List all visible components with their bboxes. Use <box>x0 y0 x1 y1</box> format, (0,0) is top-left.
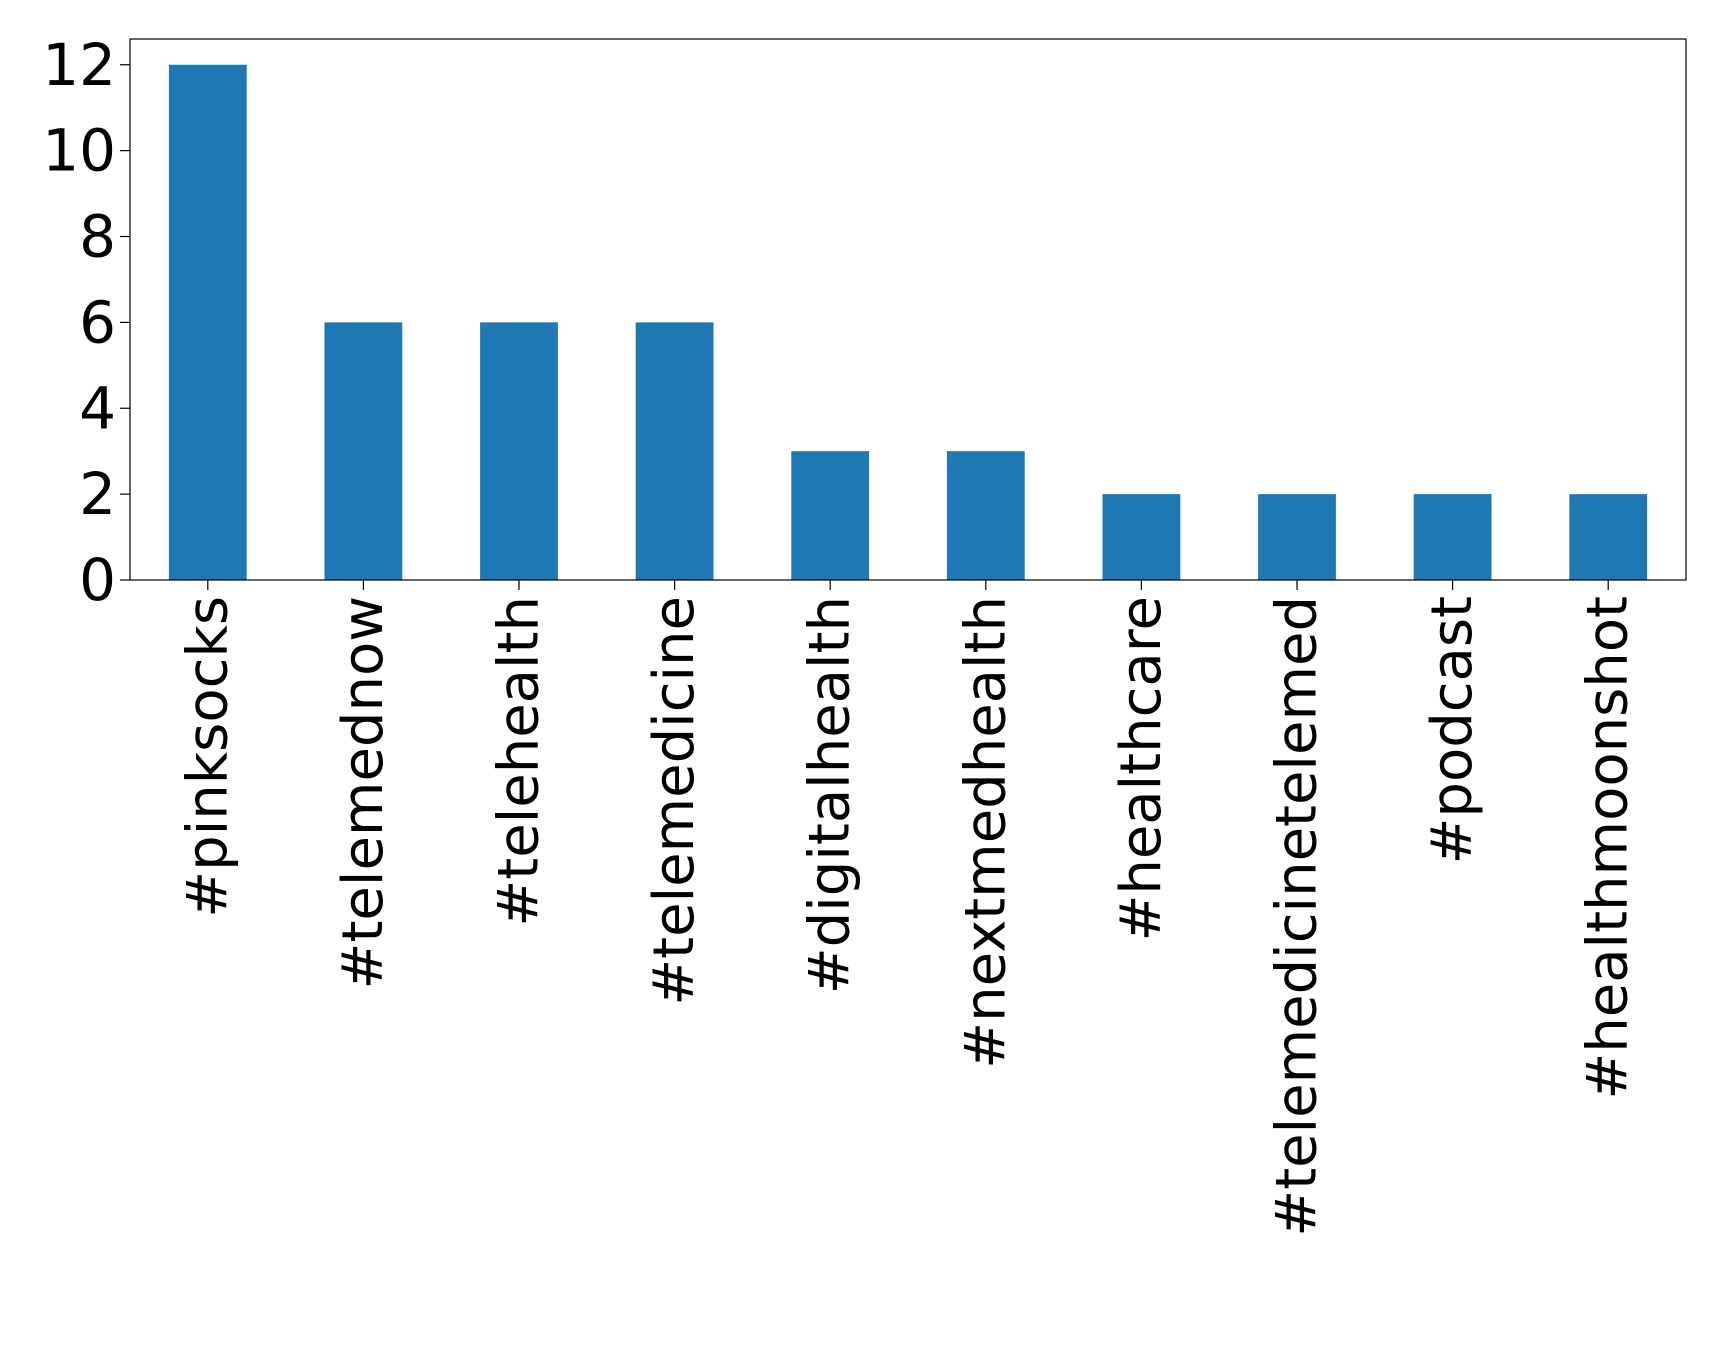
x-tick-label: #telemedicinetelemed <box>1265 596 1330 1237</box>
y-tick-label: 2 <box>79 460 116 528</box>
y-axis-ticks: 0 2 4 6 8 10 12 <box>42 31 130 614</box>
bars-layer <box>168 64 1648 580</box>
bar-telehealth <box>480 322 558 580</box>
bar-pinksocks <box>168 64 247 580</box>
x-tick-label: #telemedicine <box>642 596 707 1006</box>
bar-podcast <box>1413 494 1492 580</box>
x-tick-label: #healthcare <box>1109 596 1174 942</box>
x-tick-label: #podcast <box>1420 596 1485 865</box>
x-tick-label: #telemednow <box>331 596 396 989</box>
bar-telemedicinetelemed <box>1258 494 1336 580</box>
y-tick-label: 6 <box>79 288 116 356</box>
axes-layer <box>129 38 1687 581</box>
x-axis-ticks: #pinksocks #telemednow #telehealth #telemed… <box>175 580 1641 1237</box>
x-tick-label: #digitalhealth <box>798 596 863 994</box>
x-tick-label: #nextmedhealth <box>953 596 1018 1069</box>
bar-telemedicine <box>635 322 714 580</box>
x-tick-label: #pinksocks <box>175 596 240 918</box>
y-tick-label: 12 <box>42 31 116 99</box>
bar-healthmoonshot <box>1569 494 1648 580</box>
y-tick-label: 10 <box>42 117 116 185</box>
x-tick-label: #healthmoonshot <box>1576 596 1641 1100</box>
bar-nextmedhealth <box>946 451 1025 580</box>
bar-healthcare <box>1102 494 1181 580</box>
y-tick-label: 8 <box>79 203 116 271</box>
y-tick-label: 0 <box>79 546 116 614</box>
plot-frame <box>129 38 1687 581</box>
x-tick-label: #telehealth <box>487 596 552 927</box>
bar-digitalhealth <box>791 451 870 580</box>
y-tick-label: 4 <box>79 374 116 442</box>
bar-telemednow <box>324 322 403 580</box>
